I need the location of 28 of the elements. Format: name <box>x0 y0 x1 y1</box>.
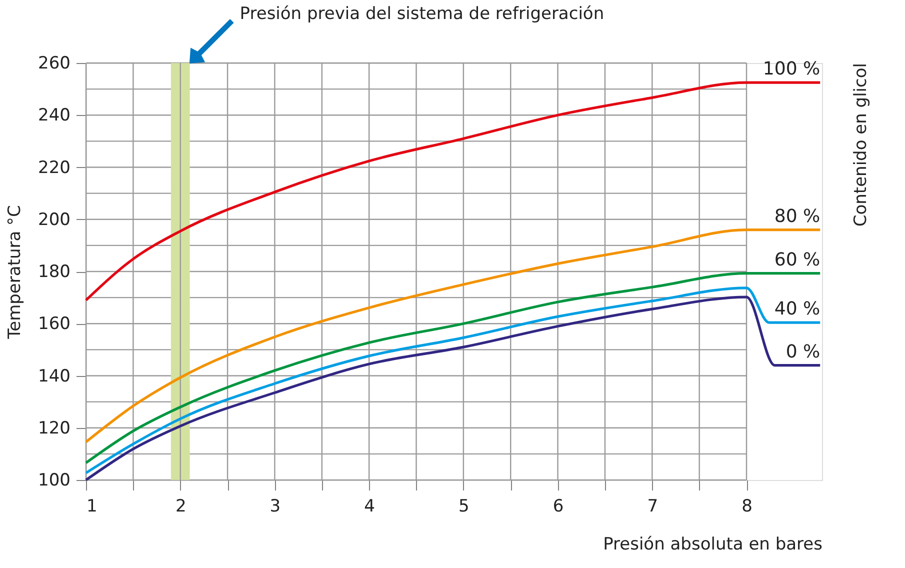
y-tick-label: 200 <box>38 210 70 230</box>
y-tick-label: 260 <box>38 54 70 74</box>
x-tick-label: 2 <box>175 496 186 516</box>
line-series <box>84 228 822 444</box>
x-tick-label: 6 <box>552 496 564 516</box>
legend-title: Contenido en glicol <box>851 63 871 227</box>
y-tick-label: 220 <box>38 158 70 178</box>
x-tick-label: 1 <box>86 496 98 516</box>
series-label: 60 % <box>774 249 820 270</box>
y-axis-title: Temperatura °C <box>5 205 26 340</box>
y-tick-label: 120 <box>38 418 70 438</box>
y-tick-label: 180 <box>38 262 70 282</box>
x-tick-label: 8 <box>742 496 752 516</box>
x-axis-title: Presión absoluta en bares <box>603 534 823 554</box>
line-series <box>84 81 822 302</box>
x-tick-label: 5 <box>458 496 470 516</box>
x-tick-label: 7 <box>647 496 658 516</box>
text: Presión previa del sistema de refrigeración <box>240 4 604 24</box>
series-label: 0 % <box>786 341 820 362</box>
series-label: 80 % <box>774 206 820 227</box>
x-tick-label: 3 <box>270 496 281 516</box>
y-tick-label: 240 <box>38 106 70 126</box>
x-tick-label: 4 <box>364 496 375 516</box>
y-tick-label: 160 <box>38 314 70 334</box>
y-tick-label: 140 <box>38 366 70 386</box>
y-tick-label: 100 <box>38 470 70 490</box>
series-label: 100 % <box>762 58 820 80</box>
series-label: 40 % <box>774 298 820 320</box>
